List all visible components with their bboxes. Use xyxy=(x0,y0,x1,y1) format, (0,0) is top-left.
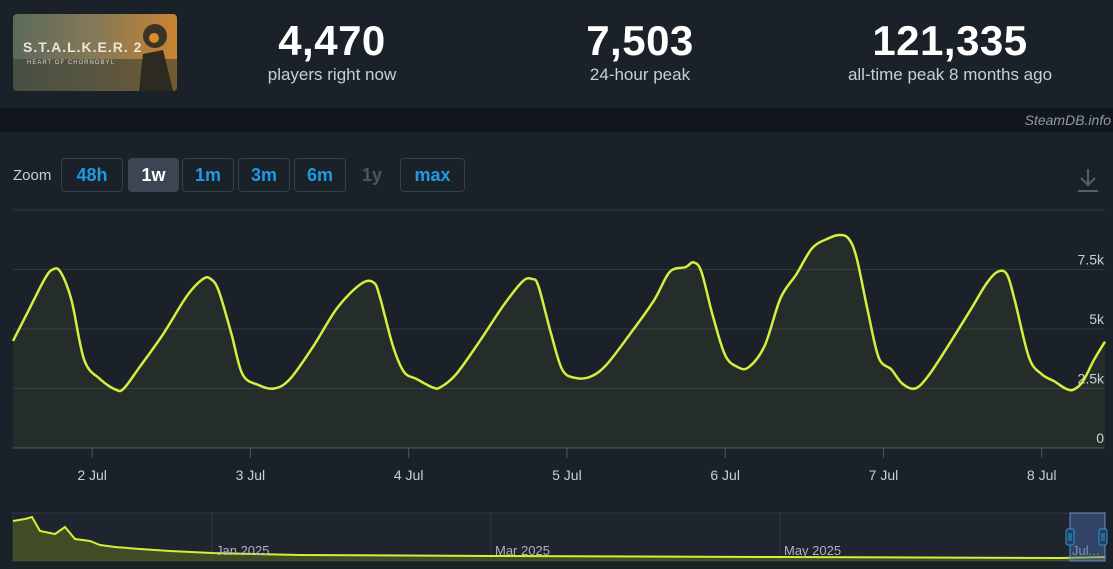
x-tick-label: 5 Jul xyxy=(552,467,582,483)
zoom-button-1w[interactable]: 1w xyxy=(128,158,179,192)
steamdb-credit-link[interactable]: SteamDB.info xyxy=(1024,112,1111,128)
x-tick-label: 3 Jul xyxy=(236,467,266,483)
y-tick-label: 7.5k xyxy=(1078,252,1105,268)
zoom-button-1m[interactable]: 1m xyxy=(182,158,234,192)
navigator-label: May 2025 xyxy=(784,543,841,558)
game-title: S.T.A.L.K.E.R. 2 xyxy=(23,39,142,55)
x-tick-label: 2 Jul xyxy=(77,467,107,483)
navigator-handle-right[interactable] xyxy=(1098,528,1108,546)
peak-24h-value: 7,503 xyxy=(586,17,694,64)
peak-24h-label: 24-hour peak xyxy=(589,65,691,84)
all-time-peak-value: 121,335 xyxy=(872,17,1028,64)
zoom-button-max[interactable]: max xyxy=(400,158,465,192)
navigator-label: Jan 2025 xyxy=(216,543,270,558)
game-subtitle: HEART OF CHORNOBYL xyxy=(27,60,115,66)
download-icon[interactable] xyxy=(1076,166,1100,194)
y-tick-label: 0 xyxy=(1096,430,1104,446)
x-tick-label: 4 Jul xyxy=(394,467,424,483)
navigator-area xyxy=(13,517,1105,561)
current-players-value: 4,470 xyxy=(278,17,386,64)
stat-24h-peak: 7,503 24-hour peak xyxy=(540,18,740,86)
header: S.T.A.L.K.E.R. 2 HEART OF CHORNOBYL 4,47… xyxy=(0,0,1113,108)
zoom-button-1y: 1y xyxy=(348,158,396,192)
navigator-line xyxy=(12,515,1106,560)
series-area xyxy=(13,234,1105,448)
zoom-button-6m[interactable]: 6m xyxy=(294,158,346,192)
x-tick-label: 8 Jul xyxy=(1027,467,1057,483)
all-time-peak-label: all-time peak 8 months ago xyxy=(847,65,1053,84)
credit-bar: SteamDB.info xyxy=(0,108,1113,132)
navigator-label: Mar 2025 xyxy=(495,543,550,558)
game-cover-image[interactable]: S.T.A.L.K.E.R. 2 HEART OF CHORNOBYL xyxy=(13,14,177,91)
navigator-handle-left[interactable] xyxy=(1065,528,1075,546)
zoom-label: Zoom xyxy=(13,167,52,184)
stat-current-players: 4,470 players right now xyxy=(232,18,432,86)
x-tick-label: 7 Jul xyxy=(869,467,899,483)
navigator-label: Jul... xyxy=(1072,543,1099,558)
zoom-button-3m[interactable]: 3m xyxy=(238,158,290,192)
current-players-label: players right now xyxy=(267,65,397,84)
x-tick-label: 6 Jul xyxy=(710,467,740,483)
chart-navigator[interactable]: Jan 2025 Mar 2025 May 2025 Jul... xyxy=(0,509,1113,569)
series-line[interactable] xyxy=(11,233,1107,393)
zoom-button-48h[interactable]: 48h xyxy=(61,158,123,192)
y-tick-label: 2.5k xyxy=(1078,371,1105,387)
player-count-chart[interactable]: 0 2.5k 5k 7.5k 2 Jul 3 Jul 4 Jul 5 Jul 6 Jul 7 Ju… xyxy=(0,198,1113,498)
y-tick-label: 5k xyxy=(1089,311,1105,327)
stat-all-time-peak: 121,335 all-time peak 8 months ago xyxy=(820,18,1080,86)
